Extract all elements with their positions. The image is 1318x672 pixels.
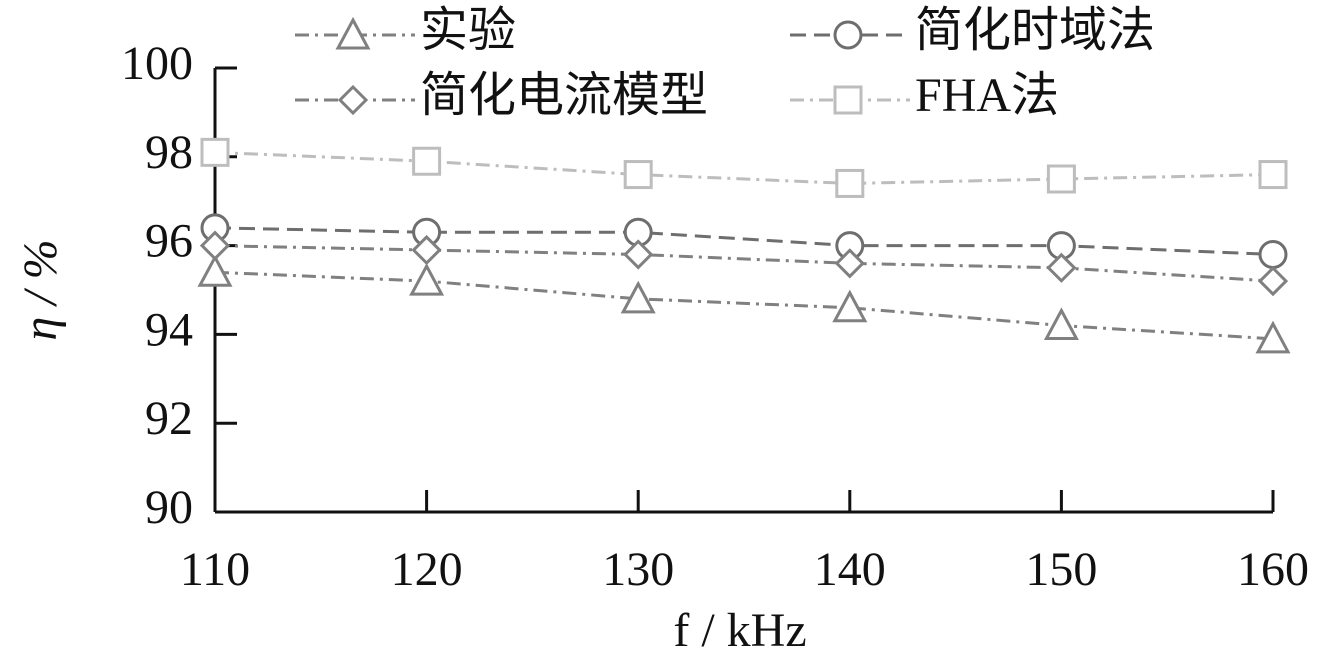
marker bbox=[834, 248, 865, 279]
y-tick-label: 90 bbox=[145, 481, 193, 534]
legend-label: 简化时域法 bbox=[915, 4, 1155, 57]
y-tick-label: 92 bbox=[145, 392, 193, 445]
y-tick-label: 98 bbox=[145, 126, 193, 179]
legend-label: 实验 bbox=[420, 4, 516, 57]
marker bbox=[623, 239, 654, 270]
legend-marker bbox=[833, 85, 863, 115]
marker bbox=[1258, 239, 1288, 269]
series-line bbox=[214, 150, 1274, 185]
marker bbox=[1255, 320, 1291, 354]
legend-label: FHA法 bbox=[915, 69, 1059, 122]
x-tick-label: 150 bbox=[1025, 543, 1097, 596]
marker bbox=[620, 280, 656, 314]
marker bbox=[832, 289, 868, 323]
legend-label: 简化电流模型 bbox=[420, 69, 708, 122]
x-tick-label: 160 bbox=[1237, 543, 1309, 596]
marker bbox=[1258, 160, 1288, 190]
series-line bbox=[214, 226, 1274, 256]
legend-marker bbox=[337, 84, 369, 116]
legend-marker bbox=[833, 20, 863, 50]
x-axis-label: f / kHz bbox=[673, 604, 806, 657]
y-axis-label: η / % bbox=[14, 239, 67, 340]
marker bbox=[1043, 307, 1079, 341]
series-line bbox=[214, 244, 1274, 283]
marker bbox=[411, 234, 442, 266]
marker bbox=[1046, 164, 1076, 194]
marker bbox=[197, 254, 233, 287]
marker bbox=[1046, 252, 1077, 283]
series-line bbox=[214, 270, 1274, 341]
marker bbox=[835, 168, 865, 198]
legend-marker bbox=[335, 16, 371, 50]
x-tick-label: 110 bbox=[180, 543, 250, 596]
x-tick-label: 130 bbox=[602, 543, 674, 596]
marker bbox=[412, 146, 442, 176]
y-tick-label: 96 bbox=[145, 215, 193, 268]
marker bbox=[200, 137, 230, 167]
marker bbox=[1257, 265, 1289, 297]
y-tick-label: 100 bbox=[121, 37, 193, 90]
y-tick-label: 94 bbox=[145, 303, 193, 356]
x-tick-label: 140 bbox=[814, 543, 886, 596]
marker bbox=[409, 262, 445, 296]
marker bbox=[623, 160, 653, 190]
marker bbox=[199, 230, 231, 261]
x-tick-label: 120 bbox=[391, 543, 463, 596]
